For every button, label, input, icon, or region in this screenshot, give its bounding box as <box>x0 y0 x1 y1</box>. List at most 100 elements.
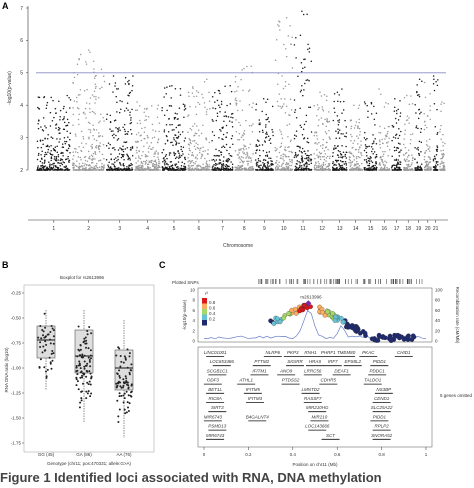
panel-a-point <box>287 35 290 37</box>
panel-a-point <box>232 116 234 119</box>
panel-a-point <box>397 108 399 111</box>
panel-a-point <box>143 111 145 114</box>
panel-a-point <box>429 157 431 159</box>
panel-a-point <box>420 150 422 153</box>
panel-a-point <box>131 155 134 157</box>
panel-c-x-axis-label: Position on chr11 (Mb) <box>293 462 338 467</box>
panel-a-point <box>419 165 422 168</box>
panel-a-point <box>277 163 279 166</box>
panel-a-point <box>274 169 277 171</box>
panel-a-point <box>420 163 423 165</box>
panel-a-point <box>261 166 264 168</box>
panel-a-point <box>213 154 216 157</box>
panel-a-point <box>322 144 324 146</box>
panel-a-point <box>142 169 145 171</box>
panel-a-point <box>117 130 119 133</box>
panel-a-point <box>231 169 234 171</box>
panel-a-point <box>282 158 284 160</box>
panel-a-point <box>301 84 303 87</box>
panel-a-point <box>248 167 250 170</box>
panel-a-point <box>306 13 308 15</box>
panel-a-point <box>128 83 130 86</box>
panel-a-point <box>123 154 125 156</box>
panel-a-point <box>352 154 354 157</box>
panel-a-point <box>141 164 144 166</box>
panel-a-point <box>216 112 219 115</box>
panel-a-point <box>425 168 427 171</box>
panel-a-point <box>230 161 232 163</box>
panel-a-point <box>55 169 57 171</box>
panel-a-point <box>252 168 254 170</box>
panel-a-point <box>348 156 351 158</box>
panel-c-point <box>369 336 375 342</box>
panel-a-point <box>173 167 175 170</box>
panel-a-point <box>344 135 346 137</box>
panel-a-point <box>275 165 278 167</box>
panel-a-point <box>415 112 417 114</box>
panel-a-point <box>94 112 96 115</box>
panel-b-point <box>119 355 122 357</box>
panel-a-point <box>372 165 374 167</box>
panel-a-point <box>173 151 175 154</box>
panel-c-gene-label: PDDC1 <box>370 368 386 373</box>
panel-a-point <box>322 164 325 167</box>
panel-a-x-tick-label: 20 <box>425 226 431 232</box>
panel-a-point <box>202 163 204 166</box>
panel-a-point <box>304 153 307 155</box>
panel-a-point <box>67 136 69 138</box>
panel-c-y2-tick-label: 60 <box>435 308 441 313</box>
panel-a-point <box>165 124 168 126</box>
panel-a-point <box>228 120 231 122</box>
panel-a-point <box>255 103 258 105</box>
panel-a-point <box>335 164 337 166</box>
panel-a-point <box>295 135 298 137</box>
panel-a-point <box>242 89 244 91</box>
panel-a-point <box>216 163 218 166</box>
panel-a-point <box>75 164 77 167</box>
panel-a-point <box>427 169 429 171</box>
panel-a-point <box>240 159 243 161</box>
panel-a-point <box>424 121 426 123</box>
panel-a-point <box>393 149 396 152</box>
panel-b-point <box>123 408 126 411</box>
panel-a-point <box>280 165 283 168</box>
panel-a-point <box>41 150 43 153</box>
panel-a-point <box>367 110 369 113</box>
panel-a-point <box>101 135 104 138</box>
panel-a-point <box>128 157 131 159</box>
panel-a-point <box>408 166 410 168</box>
panel-a-point <box>272 134 274 137</box>
panel-c-r2-legend-swatch <box>202 320 207 326</box>
panel-b-point <box>120 386 123 389</box>
panel-a-point <box>424 124 427 126</box>
panel-a-point <box>114 167 116 170</box>
panel-a-x-tick-label: 16 <box>382 226 388 232</box>
panel-a-point <box>380 93 382 95</box>
panel-a-point <box>442 168 445 171</box>
panel-a-point <box>384 150 386 153</box>
panel-a-point <box>326 155 329 158</box>
panel-a-point <box>124 77 127 79</box>
panel-a-point <box>102 167 105 170</box>
panel-a-point <box>204 167 206 169</box>
panel-a-point <box>298 168 300 170</box>
panel-a-x-tick-label: 11 <box>300 226 305 232</box>
panel-a-point <box>95 139 98 142</box>
panel-a-point <box>218 162 221 164</box>
panel-a-point <box>189 168 192 171</box>
panel-a-point <box>83 156 86 159</box>
panel-a-point <box>269 165 271 167</box>
panel-a-point <box>239 169 241 171</box>
panel-a-point <box>305 165 308 167</box>
panel-a-point <box>56 138 58 140</box>
panel-a-point <box>58 141 60 143</box>
panel-a-point <box>393 106 396 109</box>
panel-a-point <box>73 76 76 79</box>
panel-a-x-ticks: 1 2 3 4 5 6 7 8 9 10 11 12 13 14 15 16 17 18 19 20 21 <box>52 220 439 232</box>
panel-a-point <box>393 159 396 161</box>
panel-a-point <box>262 165 265 167</box>
panel-b-point <box>122 378 125 381</box>
panel-a-point <box>127 167 130 169</box>
panel-a-point <box>47 151 49 153</box>
